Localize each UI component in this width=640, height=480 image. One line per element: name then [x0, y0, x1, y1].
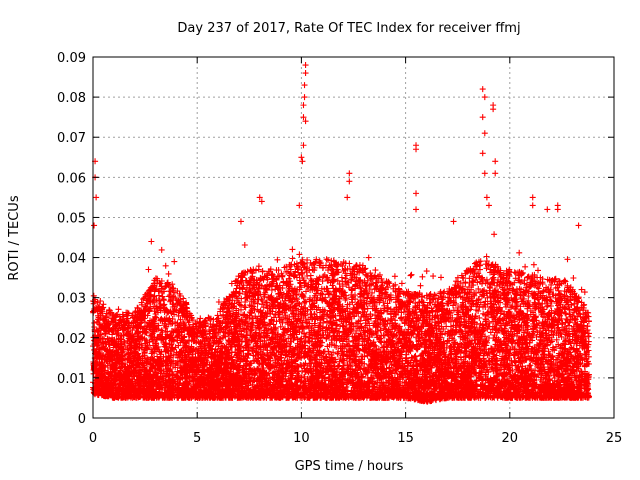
chart-title: Day 237 of 2017, Rate Of TEC Index for r… [177, 21, 520, 36]
y-tick-label: 0.05 [57, 211, 86, 226]
x-tick-label: 15 [397, 431, 414, 446]
y-tick-label: 0.09 [57, 51, 86, 66]
x-tick-label: 10 [293, 431, 310, 446]
roti-scatter-cloud [90, 231, 592, 405]
spike-point [483, 194, 490, 201]
spike-point [298, 154, 305, 161]
x-tick-label: 20 [502, 431, 519, 446]
spike-point [479, 114, 486, 121]
spike-point [300, 102, 307, 109]
spike-point [481, 170, 488, 177]
y-tick-label: 0.07 [57, 131, 86, 146]
plot-frame [92, 56, 615, 419]
x-tick-label: 25 [606, 431, 623, 446]
spike-point [492, 170, 499, 177]
spike-point [529, 194, 536, 201]
spike-point [490, 106, 497, 113]
spike-point [413, 146, 420, 153]
data-points [90, 231, 592, 405]
spike-point [258, 198, 265, 205]
spike-point [485, 202, 492, 209]
spike-point [91, 222, 98, 229]
spike-point [148, 238, 155, 245]
spike-point [300, 142, 307, 149]
spike-point [346, 178, 353, 185]
spike-point [300, 114, 307, 121]
spike-point [256, 194, 263, 201]
x-axis-label: GPS time / hours [295, 459, 404, 474]
spike-point [450, 218, 457, 225]
spike-point [302, 62, 309, 69]
axis-ticks: 0 0.01 0.02 0.03 0.04 0.05 0.06 0.07 0.08 0.09 0 5 1… [57, 51, 622, 446]
y-tick-label: 0 [78, 412, 86, 427]
spike-point [479, 150, 486, 157]
y-tick-label: 0.08 [57, 91, 86, 106]
y-tick-label: 0.02 [57, 332, 86, 347]
spike-point [237, 218, 244, 225]
spike-point [481, 94, 488, 101]
spike-point [171, 258, 178, 265]
spike-point [544, 206, 551, 213]
x-tick-label: 5 [193, 431, 201, 446]
y-axis-label: ROTI / TECUs [7, 195, 22, 280]
spike-point [302, 70, 309, 77]
spike-point [481, 130, 488, 137]
spike-point [301, 94, 308, 101]
x-tick-label: 0 [89, 431, 97, 446]
spike-point [301, 82, 308, 89]
spike-point [346, 170, 353, 177]
spike-point [554, 206, 561, 213]
y-tick-label: 0.01 [57, 372, 86, 387]
spike-point [413, 206, 420, 213]
spike-point [492, 158, 499, 165]
spike-point [529, 202, 536, 209]
y-tick-label: 0.04 [57, 252, 86, 267]
spike-point [296, 202, 303, 209]
spike-point [479, 86, 486, 93]
spike-points [91, 62, 582, 265]
spike-point [575, 222, 582, 229]
y-tick-label: 0.03 [57, 292, 86, 307]
spike-point [93, 194, 100, 201]
spike-point [299, 158, 306, 165]
spike-point [302, 118, 309, 125]
y-tick-label: 0.06 [57, 171, 86, 186]
spike-point [413, 190, 420, 197]
spike-point [344, 194, 351, 201]
